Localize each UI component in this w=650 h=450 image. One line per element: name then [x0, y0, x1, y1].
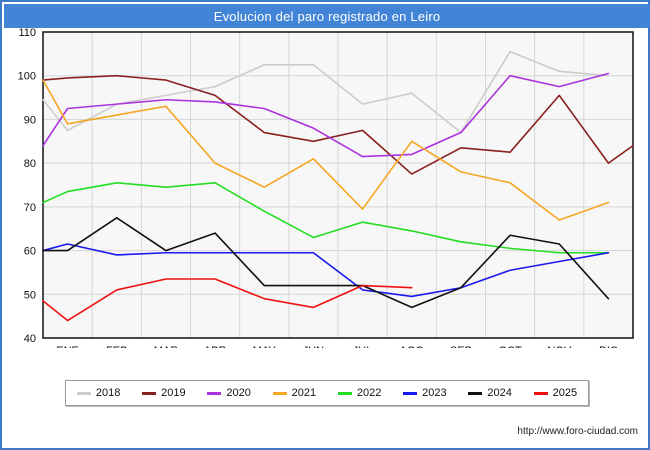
window-title-bar: Evolucion del paro registrado en Leiro — [4, 4, 650, 28]
page-title: Evolucion del paro registrado en Leiro — [213, 8, 441, 24]
x-axis-tick-label-ABR: ABR — [204, 345, 227, 348]
series-line-2025 — [42, 278, 413, 322]
y-axis-tick-label: 60 — [24, 246, 36, 258]
legend-item-label: 2018 — [95, 387, 121, 399]
chart-legend: 2018 2019 2020 2021 2022 2023 2024 2025 — [65, 380, 589, 406]
x-axis-tick-label-OCT: OCT — [498, 345, 522, 348]
legend-swatch-icon — [207, 391, 222, 395]
legend-item-2024[interactable]: 2024 — [468, 387, 512, 399]
x-axis-tick-label-AGO: AGO — [400, 345, 425, 348]
legend-item-label: 2019 — [161, 387, 186, 399]
x-axis-tick-label-MAY: MAY — [253, 345, 277, 348]
x-axis-tick-label-DIC: DIC — [599, 345, 618, 348]
line-chart: 40 50 60 70 80 90 100 110 ENE FEB MAR ABR MAY JUN JUL A… — [18, 28, 634, 348]
chart-plot-area: 40 50 60 70 80 90 100 110 ENE FEB MAR ABR MAY JUN JUL A… — [2, 28, 650, 348]
series-line-2019 — [42, 74, 634, 175]
series-line-2022 — [42, 182, 610, 254]
series-line-2020 — [42, 72, 610, 158]
x-axis-tick-label-ENE: ENE — [56, 345, 79, 348]
x-axis-tick-label-JUL: JUL — [353, 345, 373, 348]
legend-swatch-icon — [533, 391, 548, 395]
x-axis-tick-label-JUN: JUN — [303, 345, 324, 348]
y-axis-tick-label: 90 — [24, 114, 36, 126]
legend-item-2021[interactable]: 2021 — [272, 387, 317, 399]
y-axis-tick-label: 50 — [24, 289, 36, 301]
legend-item-label: 2021 — [291, 387, 317, 399]
legend-item-label: 2023 — [422, 387, 447, 399]
y-axis-tick-label: 40 — [24, 333, 36, 345]
legend-swatch-icon — [76, 391, 91, 395]
y-axis-tick-label: 70 — [24, 202, 36, 214]
footer-url: http://www.foro-ciudad.com — [517, 426, 638, 437]
legend-item-label: 2022 — [356, 387, 382, 399]
legend-item-2019[interactable]: 2019 — [142, 387, 186, 399]
y-axis-tick-label: 110 — [18, 28, 36, 39]
legend-item-label: 2020 — [226, 387, 251, 399]
legend-swatch-icon — [142, 391, 157, 395]
y-axis-tick-label: 80 — [24, 158, 36, 170]
y-axis-tick-label: 100 — [18, 71, 36, 83]
legend-item-label: 2025 — [552, 387, 578, 399]
legend-swatch-icon — [403, 391, 418, 395]
legend-swatch-icon — [468, 391, 483, 395]
series-line-2023 — [42, 243, 610, 298]
plot-border — [42, 31, 634, 339]
legend-item-2018[interactable]: 2018 — [76, 387, 121, 399]
legend-item-2020[interactable]: 2020 — [207, 387, 251, 399]
x-axis-tick-label-NOV: NOV — [547, 345, 572, 348]
x-axis-tick-label-MAR: MAR — [154, 345, 179, 348]
legend-item-2023[interactable]: 2023 — [403, 387, 447, 399]
x-axis-tick-label-SEP: SEP — [450, 345, 472, 348]
series-line-2021 — [42, 79, 610, 221]
series-line-2024 — [42, 216, 610, 309]
legend-item-label: 2024 — [487, 387, 512, 399]
legend-swatch-icon — [272, 391, 287, 395]
legend-item-2025[interactable]: 2025 — [533, 387, 578, 399]
legend-swatch-icon — [337, 391, 352, 395]
x-axis-tick-label-FEB: FEB — [106, 345, 127, 348]
legend-item-2022[interactable]: 2022 — [337, 387, 382, 399]
